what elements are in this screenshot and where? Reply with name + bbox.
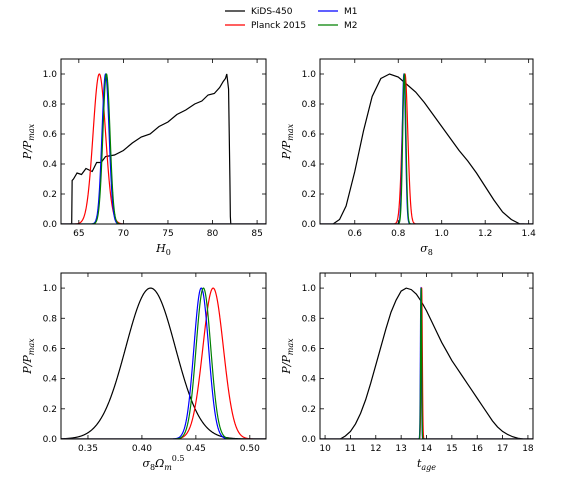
y-tick-label: 0.0 — [43, 220, 58, 230]
series-line-kids-450 — [61, 287, 266, 439]
series-line-m2 — [61, 287, 266, 439]
legend-label: KiDS-450 — [251, 7, 293, 17]
x-tick-label: 0.8 — [391, 229, 406, 239]
legend: KiDS-450 Planck 2015 M1 M2 — [225, 7, 358, 31]
y-tick-label: 1.0 — [302, 70, 317, 80]
x-tick-label: 1.0 — [435, 229, 450, 239]
y-tick-label: 0.0 — [302, 435, 317, 445]
y-axis-label: P/Pmax — [280, 338, 295, 375]
y-tick-label: 0.6 — [43, 344, 58, 354]
x-axis-label: H0 — [155, 242, 171, 257]
legend-label: M1 — [344, 7, 358, 17]
series-line-m2 — [320, 287, 533, 439]
x-tick-label: 1.4 — [521, 229, 536, 239]
y-tick-label: 1.0 — [302, 284, 317, 294]
series-line-m2 — [320, 73, 533, 224]
y-tick-label: 0.8 — [302, 100, 317, 110]
y-tick-label: 0.4 — [302, 375, 317, 385]
y-tick-label: 0.0 — [302, 220, 317, 230]
series-line-kids-450 — [339, 287, 523, 439]
x-tick-label: 65 — [73, 229, 84, 239]
panel-sigma8: 0.6 0.8 1.0 1.2 1.40.00.20.40.60.81.0σ8P/Pma… — [280, 58, 536, 257]
x-axis-label: tage — [417, 457, 436, 472]
series-line-planck-2015 — [320, 73, 533, 224]
y-tick-label: 0.0 — [43, 435, 58, 445]
x-tick-label: 70 — [118, 229, 130, 239]
series-line-planck-2015 — [61, 73, 266, 224]
series-line-m1 — [61, 287, 266, 439]
x-axis-label: σ8Ωm0.5 — [142, 454, 184, 472]
series-line-kids-450 — [69, 73, 232, 224]
x-tick-label: 75 — [162, 229, 173, 239]
x-tick-label: 80 — [207, 229, 219, 239]
axes-frame — [60, 58, 267, 225]
panel-s8: 0.35 0.40 0.45 0.50 0.0 0.2 0.4 0.6 0.8 1.0 σ8Ωm0.… — [21, 272, 267, 472]
x-tick-label: 10 — [319, 444, 331, 454]
y-tick-label: 0.6 — [302, 344, 317, 354]
legend-label: M2 — [344, 21, 358, 31]
x-tick-label: 0.35 — [78, 444, 98, 454]
y-axis-label: P/Pmax — [21, 123, 36, 160]
plot-area — [61, 287, 266, 439]
y-tick-label: 0.6 — [43, 130, 58, 140]
y-tick-label: 1.0 — [43, 70, 58, 80]
x-tick-label: 11 — [345, 444, 356, 454]
plot-area — [320, 286, 533, 439]
x-tick-label: 13 — [395, 444, 406, 454]
series-line-planck-2015 — [61, 287, 266, 439]
panel-h0: 65 70 75 80 85 0.0 0.2 0.4 0.6 0.8 1.0 H0 P/Pmax — [21, 58, 267, 257]
series-line-kids-450 — [332, 73, 525, 224]
plot-area — [320, 73, 533, 224]
legend-label: Planck 2015 — [251, 21, 306, 31]
plot-area — [61, 73, 266, 224]
y-tick-label: 0.4 — [43, 375, 58, 385]
x-tick-label: 16 — [471, 444, 483, 454]
x-tick-label: 15 — [446, 444, 457, 454]
axes-frame — [319, 272, 534, 440]
y-axis-label: P/Pmax — [21, 338, 36, 375]
y-tick-label: 0.2 — [302, 405, 316, 415]
y-tick-label: 0.4 — [302, 160, 317, 170]
x-axis-label: σ8 — [420, 242, 433, 257]
panel-tage: 10 11 12 13 14 15 16 17 18 0.0 0.2 0.4 0.6 0.8 1.0 tage… — [280, 272, 534, 472]
axes-frame — [319, 58, 534, 225]
y-tick-label: 0.4 — [43, 160, 58, 170]
y-tick-label: 0.2 — [43, 405, 57, 415]
x-tick-label: 0.50 — [240, 444, 260, 454]
y-tick-label: 0.8 — [43, 100, 58, 110]
x-tick-label: 0.6 — [348, 229, 363, 239]
series-line-m1 — [320, 73, 533, 224]
y-axis-label: P/Pmax — [280, 123, 295, 160]
x-tick-label: 18 — [522, 444, 534, 454]
x-tick-label: 85 — [251, 229, 262, 239]
x-tick-label: 17 — [497, 444, 508, 454]
x-tick-label: 14 — [421, 444, 433, 454]
x-tick-label: 0.45 — [186, 444, 206, 454]
x-tick-label: 12 — [370, 444, 381, 454]
x-tick-label: 1.2 — [478, 229, 492, 239]
y-tick-label: 0.6 — [302, 130, 317, 140]
y-tick-label: 0.2 — [302, 190, 316, 200]
y-tick-label: 0.2 — [43, 190, 57, 200]
y-tick-label: 0.8 — [302, 314, 317, 324]
axes-frame — [60, 272, 267, 440]
y-tick-label: 0.8 — [43, 314, 58, 324]
x-tick-label: 0.40 — [132, 444, 152, 454]
y-tick-label: 1.0 — [43, 284, 58, 294]
